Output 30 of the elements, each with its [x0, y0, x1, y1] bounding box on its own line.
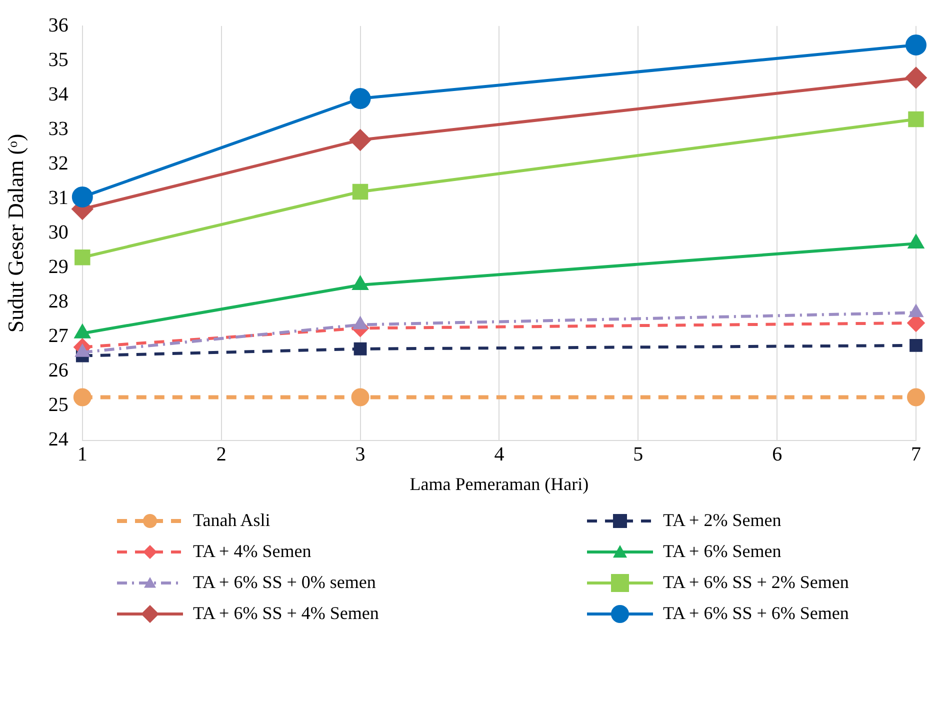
y-tick-label: 29 [48, 256, 68, 278]
y-tick-label: 24 [48, 428, 68, 451]
y-tick-label: 34 [48, 83, 68, 106]
legend-label: TA + 6% SS + 2% Semen [663, 572, 849, 593]
x-axis-title: Lama Pemeraman (Hari) [410, 474, 589, 494]
x-tick-label: 7 [911, 444, 921, 466]
y-tick-label: 36 [48, 14, 68, 36]
legend-label: TA + 6% SS + 6% Semen [663, 603, 849, 624]
legend-label: TA + 6% SS + 4% Semen [193, 603, 379, 624]
legend-label: TA + 6% Semen [663, 541, 782, 562]
y-axis-title: Sudut Geser Dalam (ᵒ) [2, 134, 28, 333]
x-tick-label: 1 [77, 444, 88, 466]
legend-label: TA + 6% SS + 0% semen [193, 572, 376, 593]
legend-label: TA + 4% Semen [193, 541, 312, 562]
y-tick-label: 28 [48, 290, 68, 313]
y-tick-label: 35 [48, 48, 68, 71]
legend-label: Tanah Asli [193, 510, 270, 531]
y-tick-label: 25 [48, 394, 68, 416]
y-tick-label: 27 [48, 325, 68, 348]
legend-label: TA + 2% Semen [663, 510, 782, 531]
y-tick-label: 31 [48, 186, 68, 209]
y-tick-label: 33 [48, 118, 68, 140]
x-tick-label: 3 [355, 444, 366, 466]
y-tick-label: 32 [48, 152, 68, 174]
x-tick-label: 5 [633, 444, 644, 466]
y-tick-label: 26 [48, 360, 68, 382]
x-tick-label: 6 [772, 444, 782, 466]
y-tick-label: 30 [48, 221, 68, 244]
x-tick-label: 2 [216, 444, 226, 466]
x-tick-label: 4 [494, 444, 504, 466]
